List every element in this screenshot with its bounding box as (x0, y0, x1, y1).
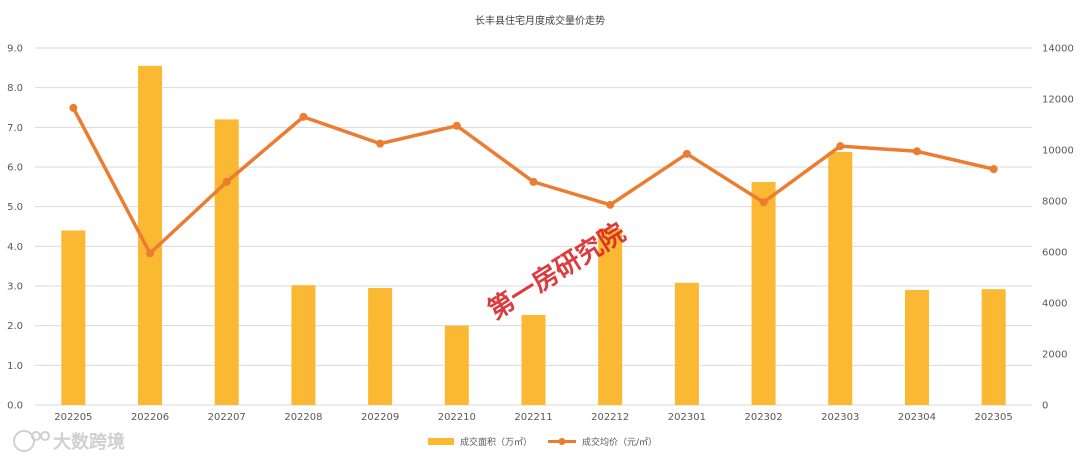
line-series (69, 103, 998, 258)
y-left-tick-label: 9.0 (7, 44, 23, 55)
y-left-tick-label: 6.0 (7, 163, 23, 174)
x-tick-label: 202209 (361, 412, 399, 423)
bar (674, 282, 699, 405)
line-point (759, 198, 768, 207)
x-tick-label: 202304 (898, 412, 936, 423)
x-tick-label: 202302 (744, 412, 782, 423)
x-tick-label: 202206 (131, 412, 169, 423)
left-axis-ticks: 0.0 1.0 2.0 3.0 4.0 5.0 6.0 7.0 8.0 9.0 (7, 44, 23, 412)
y-left-tick-label: 5.0 (7, 202, 23, 213)
legend: 成交面积（万㎡） 成交均价（元/㎡） (428, 436, 657, 448)
bar (598, 228, 623, 405)
bar (291, 285, 316, 405)
line-point (376, 139, 385, 148)
y-left-tick-label: 7.0 (7, 123, 23, 134)
x-axis-ticks: 202205 202206 202207 202208 202209 202210 2022… (54, 412, 1012, 423)
x-tick-label: 202303 (821, 412, 859, 423)
y-left-tick-label: 4.0 (7, 242, 23, 253)
line-point (69, 103, 78, 112)
x-tick-label: 202210 (438, 412, 476, 423)
x-tick-label: 202205 (54, 412, 92, 423)
y-left-tick-label: 3.0 (7, 282, 23, 293)
line-point (146, 249, 155, 258)
bar (61, 230, 86, 405)
line-point (989, 165, 998, 174)
x-tick-label: 202305 (975, 412, 1013, 423)
bar (751, 182, 776, 405)
bar-series (61, 65, 1006, 406)
line-point (682, 149, 691, 158)
x-tick-label: 202211 (514, 412, 552, 423)
line-point (222, 177, 231, 186)
bar (444, 325, 469, 405)
y-left-tick-label: 2.0 (7, 321, 23, 332)
x-tick-label: 202208 (284, 412, 322, 423)
y-right-tick-label: 4000 (1042, 299, 1067, 310)
bar (521, 314, 546, 405)
y-left-tick-label: 0.0 (7, 401, 23, 412)
legend-bar-swatch (428, 438, 454, 445)
y-right-tick-label: 6000 (1042, 248, 1067, 259)
y-right-tick-label: 0 (1042, 401, 1048, 412)
right-axis-ticks: 0 2000 4000 6000 8000 10000 12000 14000 (1042, 44, 1074, 412)
line-point (529, 177, 538, 186)
x-tick-label: 202301 (668, 412, 706, 423)
legend-line-marker (558, 438, 566, 445)
legend-line-label: 成交均价（元/㎡） (582, 436, 657, 448)
x-tick-label: 202207 (208, 412, 246, 423)
brand-text: 大数跨境 (53, 431, 125, 453)
line-point (299, 112, 308, 121)
y-right-tick-label: 14000 (1042, 44, 1074, 55)
line-point (836, 142, 845, 151)
bar (828, 151, 853, 405)
y-right-tick-label: 2000 (1042, 350, 1067, 361)
y-left-tick-label: 8.0 (7, 83, 23, 94)
x-tick-label: 202212 (591, 412, 629, 423)
brand-logo-icon (13, 430, 35, 452)
bar (904, 289, 929, 405)
bar (368, 287, 393, 405)
brand-logo: 大数跨境 (13, 430, 125, 453)
line-point (452, 121, 461, 130)
chart-title: 长丰县住宅月度成交量价走势 (475, 14, 605, 27)
bar (214, 119, 239, 406)
y-right-tick-label: 12000 (1042, 95, 1074, 106)
line-point (912, 147, 921, 156)
bar (981, 289, 1006, 405)
y-left-tick-label: 1.0 (7, 361, 23, 372)
legend-bar-label: 成交面积（万㎡） (460, 436, 532, 448)
y-right-tick-label: 8000 (1042, 197, 1067, 208)
y-right-tick-label: 10000 (1042, 146, 1074, 157)
line-point (606, 200, 615, 209)
